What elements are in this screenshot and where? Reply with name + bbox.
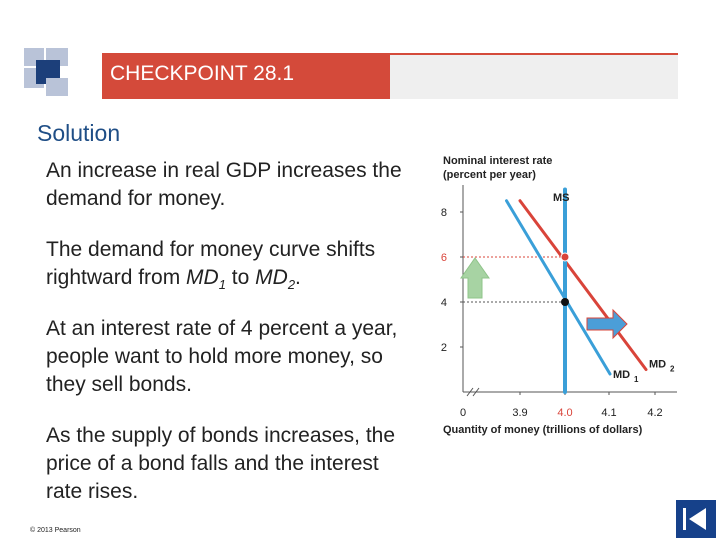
banner-title: CHECKPOINT 28.1 [110,62,295,85]
paragraph-interest: As the supply of bonds increases, the pr… [46,424,396,503]
series-line-md2 [518,199,648,371]
equilibrium-point-initial [561,298,569,306]
md1-label: MD1 [186,266,226,293]
md2-series-label: MD [649,359,666,371]
axis-break-icon [466,387,480,397]
banner-shadow [390,55,678,99]
x-tick-label-0: 0 [460,407,466,419]
x-tick-label-4.1: 4.1 [601,407,616,419]
end-of-slideshow-icon [683,508,706,530]
shift-text: The demand for money curve shifts rightw… [46,238,376,289]
y-tick-label-4: 4 [441,297,447,309]
x-tick-label-3.9: 3.9 [512,407,527,419]
solution-heading: Solution [37,120,121,146]
x-axis-label: Quantity of money (trillions of dollars) [443,424,643,436]
slide-nav-button[interactable] [676,500,716,538]
demand-shift-arrow-icon [586,308,628,340]
y-tick-label-8: 8 [441,207,447,219]
paragraph-bonds: At an interest rate of 4 percent a year,… [46,317,398,396]
series-line-md1 [505,199,612,376]
equilibrium-point-new [560,252,570,262]
md1-series-subscript: 1 [634,375,639,384]
y-axis-label-line-1: Nominal interest rate [443,155,552,167]
md2-label: MD2 [255,266,296,293]
md1-series-label: MD [613,369,630,381]
x-tick-label-4.2: 4.2 [647,407,662,419]
shift-to: to [225,266,256,289]
x-tick-label-4.0: 4.0 [557,407,572,419]
paragraph-shift: The demand for money curve shifts rightw… [46,238,376,293]
copyright: © 2013 Pearson [30,527,81,534]
y-tick-label-6: 6 [441,252,447,264]
logo-squares-icon [24,48,68,96]
checkpoint-banner [102,53,390,99]
paragraph-gdp: An increase in real GDP increases the de… [46,159,402,210]
y-axis-label-line-2: (percent per year) [443,169,536,181]
md2-series-subscript: 2 [670,365,675,374]
ms-label: MS [553,192,570,204]
money-market-graph: Nominal interest rate (percent per year) 2… [441,155,677,436]
rate-rise-arrow-icon [460,257,490,299]
banner-rule [390,53,678,55]
y-tick-label-2: 2 [441,342,447,354]
